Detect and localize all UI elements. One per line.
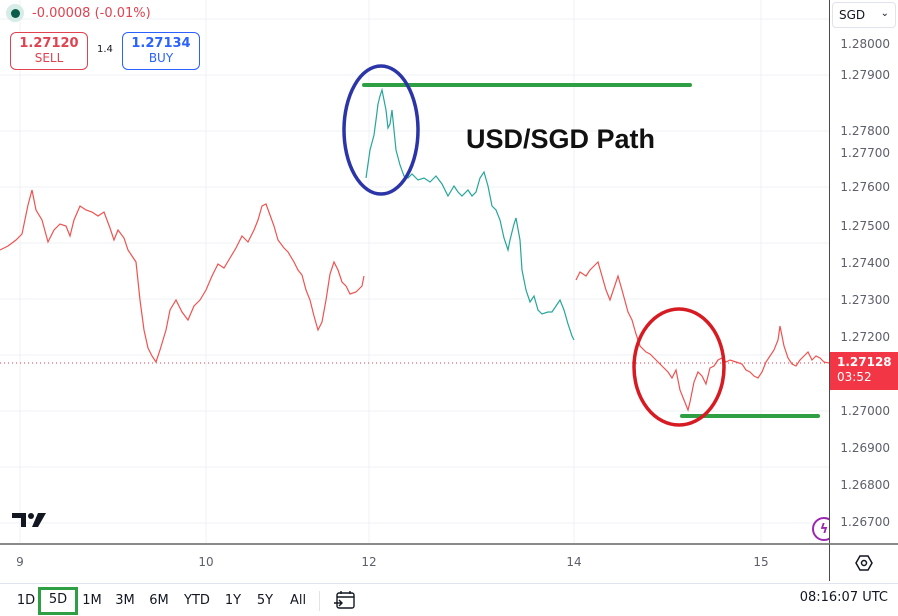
time-tick: 9 (16, 555, 24, 569)
spread-value: 1.4 (97, 44, 113, 55)
calendar-goto-icon[interactable] (334, 590, 356, 614)
price-tick: 1.27800 (840, 124, 890, 138)
price-tick: 1.27600 (840, 180, 890, 194)
range-1d[interactable]: 1D (16, 593, 36, 608)
price-tick: 1.26900 (840, 441, 890, 455)
sell-label: SELL (34, 51, 64, 65)
range-5y[interactable]: 5Y (256, 593, 274, 608)
toolbar-divider (319, 591, 320, 611)
chevron-down-icon: ⌄ (880, 8, 889, 19)
price-tick: 1.27500 (840, 219, 890, 233)
symbol-status: -0.00008 (-0.01%) (6, 4, 151, 22)
sell-price: 1.27120 (19, 36, 79, 51)
price-tick: 1.27400 (840, 256, 890, 270)
time-tick: 10 (198, 555, 214, 569)
candles (0, 87, 829, 412)
market-status-icon (6, 4, 24, 22)
sell-button[interactable]: 1.27120 SELL (10, 32, 88, 70)
settings-icon (855, 555, 873, 571)
tradingview-logo-icon[interactable] (12, 511, 48, 533)
clock-utc[interactable]: 08:16:07 UTC (799, 590, 888, 605)
range-6m[interactable]: 6M (149, 593, 169, 608)
bottom-toolbar: 1D 5D 1M 3M 6M YTD 1Y 5Y All 08:16:07 UT… (0, 583, 898, 616)
price-tick: 1.26800 (840, 478, 890, 492)
chart-pane[interactable]: -0.00008 (-0.01%) 1.27120 SELL 1.4 1.271… (0, 0, 829, 543)
price-tick: 1.27000 (840, 404, 890, 418)
price-tick: 1.27300 (840, 293, 890, 307)
bar-countdown: 03:52 (837, 370, 872, 384)
time-tick: 14 (566, 555, 582, 569)
time-axis[interactable]: 9 10 12 14 15 (0, 543, 829, 581)
buy-price: 1.27134 (131, 36, 191, 51)
last-price-tag: 1.27128 03:52 (830, 352, 898, 390)
grid-lines (0, 0, 829, 543)
annotation-title: USD/SGD Path (466, 124, 656, 154)
price-axis[interactable]: 1.28000 1.27900 1.27800 1.27700 1.27600 … (829, 0, 898, 543)
range-all[interactable]: All (289, 593, 307, 608)
price-tick: 1.27900 (840, 68, 890, 82)
currency-select[interactable]: SGD ⌄ (832, 2, 896, 28)
price-tick: 1.27700 (840, 146, 890, 160)
last-price: 1.27128 (837, 355, 892, 369)
lightning-icon[interactable]: ϟ (812, 517, 829, 541)
price-change: -0.00008 (-0.01%) (32, 5, 151, 21)
chart-settings-button[interactable] (829, 543, 898, 581)
high-circle (342, 64, 420, 196)
time-tick: 12 (361, 555, 377, 569)
price-tick: 1.26700 (840, 515, 890, 529)
range-1y[interactable]: 1Y (224, 593, 242, 608)
range-1m[interactable]: 1M (82, 593, 102, 608)
range-5d[interactable]: 5D (38, 587, 78, 615)
buy-button[interactable]: 1.27134 BUY (122, 32, 200, 70)
price-tick: 1.28000 (840, 37, 890, 51)
time-tick: 15 (753, 555, 769, 569)
range-ytd[interactable]: YTD (184, 593, 210, 608)
price-chart[interactable] (0, 0, 829, 543)
currency-label: SGD (839, 8, 866, 22)
price-tick: 1.27200 (840, 330, 890, 344)
buy-label: BUY (148, 51, 174, 65)
low-circle (632, 307, 726, 427)
range-3m[interactable]: 3M (115, 593, 135, 608)
